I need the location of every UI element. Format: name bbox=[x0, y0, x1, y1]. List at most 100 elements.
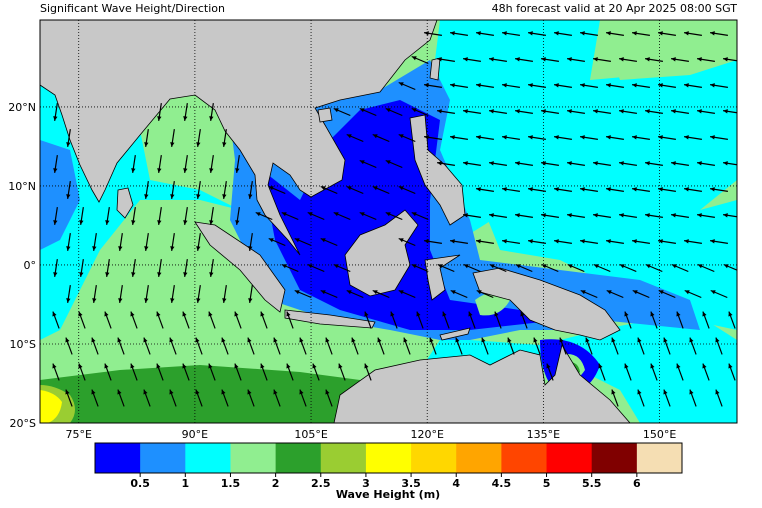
arrow-head bbox=[476, 135, 481, 140]
arrow-head bbox=[710, 187, 715, 192]
arrow-head bbox=[606, 290, 612, 295]
arrow-head bbox=[248, 298, 253, 303]
x-tick-label: 135°E bbox=[527, 428, 560, 441]
arrow-head bbox=[567, 161, 572, 166]
arrow-head bbox=[567, 57, 572, 62]
arrow-head bbox=[209, 272, 214, 277]
wave-zone bbox=[475, 292, 510, 316]
arrow-head bbox=[463, 109, 468, 114]
arrow-head bbox=[144, 246, 149, 251]
arrow-head bbox=[723, 161, 728, 166]
arrow-head bbox=[455, 337, 460, 343]
arrow-head bbox=[658, 290, 664, 295]
arrow-head bbox=[359, 160, 365, 165]
arrow-head bbox=[157, 168, 162, 173]
arrow-head bbox=[450, 290, 456, 295]
arrow-head bbox=[53, 272, 58, 277]
arrow-head bbox=[118, 298, 123, 303]
arrow-head bbox=[619, 161, 624, 166]
arrow-head bbox=[450, 239, 455, 244]
arrow-head bbox=[424, 31, 429, 36]
arrow-head bbox=[416, 311, 421, 317]
arrow-head bbox=[209, 220, 214, 225]
arrow-head bbox=[346, 186, 352, 191]
arrow-head bbox=[130, 311, 135, 317]
land-new-guinea bbox=[472, 267, 621, 341]
colorbar-segment bbox=[230, 443, 277, 473]
arrow-head bbox=[650, 311, 655, 317]
arrow-head bbox=[684, 31, 689, 36]
wave-zone bbox=[40, 390, 62, 423]
arrow-head bbox=[580, 31, 585, 36]
arrow-head bbox=[66, 298, 71, 303]
arrow-head bbox=[489, 213, 494, 218]
arrow-head bbox=[299, 337, 304, 343]
arrow-head bbox=[307, 264, 313, 269]
arrow-head bbox=[528, 239, 533, 244]
arrow-head bbox=[502, 83, 507, 88]
arrow-head bbox=[131, 272, 136, 277]
arrow-head bbox=[196, 142, 201, 147]
arrow-head bbox=[65, 337, 70, 343]
arrow-head bbox=[450, 135, 455, 140]
colorbar-segment bbox=[546, 443, 593, 473]
arrow-head bbox=[658, 135, 663, 140]
arrow-head bbox=[710, 83, 715, 88]
arrow-head bbox=[697, 57, 702, 62]
arrow-head bbox=[104, 363, 109, 369]
arrow-head bbox=[697, 161, 702, 166]
arrow-head bbox=[377, 337, 382, 343]
arrow-head bbox=[247, 337, 252, 343]
arrow-head bbox=[281, 212, 287, 217]
arrow-head bbox=[372, 186, 378, 191]
colorbar-frame bbox=[94, 442, 683, 474]
arrow-head bbox=[541, 161, 546, 166]
arrow-head bbox=[624, 363, 629, 369]
land bbox=[40, 20, 631, 423]
land-asia bbox=[40, 20, 438, 256]
arrow-head bbox=[359, 108, 365, 113]
arrow-head bbox=[307, 212, 313, 217]
arrow-head bbox=[554, 31, 559, 36]
arrow-head bbox=[273, 337, 278, 343]
arrow-head bbox=[79, 220, 84, 225]
colorbar-label: Wave Height (m) bbox=[336, 488, 440, 501]
arrow-head bbox=[157, 116, 162, 121]
arrow-head bbox=[684, 83, 689, 88]
arrow-head bbox=[169, 337, 174, 343]
arrow-head bbox=[463, 213, 468, 218]
arrow-head bbox=[221, 337, 226, 343]
arrow-head bbox=[658, 31, 663, 36]
arrow-head bbox=[450, 83, 455, 88]
arrow-head bbox=[619, 109, 624, 114]
arrow-head bbox=[476, 187, 481, 192]
arrow-head bbox=[671, 213, 676, 218]
arrow-head bbox=[157, 272, 162, 277]
arrow-head bbox=[593, 264, 599, 269]
arrow-head bbox=[364, 311, 369, 317]
colorbar-tick-label: 4 bbox=[452, 477, 460, 490]
x-tick-label: 105°E bbox=[294, 428, 327, 441]
arrow-head bbox=[528, 187, 533, 192]
arrow-head bbox=[429, 337, 434, 343]
arrow-head bbox=[593, 57, 598, 62]
colorbar-segment bbox=[501, 443, 548, 473]
arrow-head bbox=[248, 194, 253, 199]
arrow-head bbox=[528, 31, 533, 36]
arrow-head bbox=[671, 109, 676, 114]
land-java bbox=[284, 309, 376, 329]
arrow-head bbox=[619, 213, 624, 218]
arrow-head bbox=[463, 161, 468, 166]
arrow-head bbox=[170, 246, 175, 251]
arrow-head bbox=[52, 311, 57, 317]
colorbar: 0.5 1 1.5 2 2.5 3 3.5 4 4.5 5 5.5 6 bbox=[94, 442, 683, 490]
arrow-head bbox=[437, 57, 442, 62]
arrow-head bbox=[346, 290, 352, 295]
arrow-head bbox=[554, 135, 559, 140]
colorbar-segment bbox=[140, 443, 186, 473]
arrow-head bbox=[684, 135, 689, 140]
x-tick-label: 75°E bbox=[65, 428, 91, 441]
arrow-head bbox=[286, 363, 291, 369]
arrow-head bbox=[338, 363, 343, 369]
arrow-head bbox=[507, 337, 512, 343]
